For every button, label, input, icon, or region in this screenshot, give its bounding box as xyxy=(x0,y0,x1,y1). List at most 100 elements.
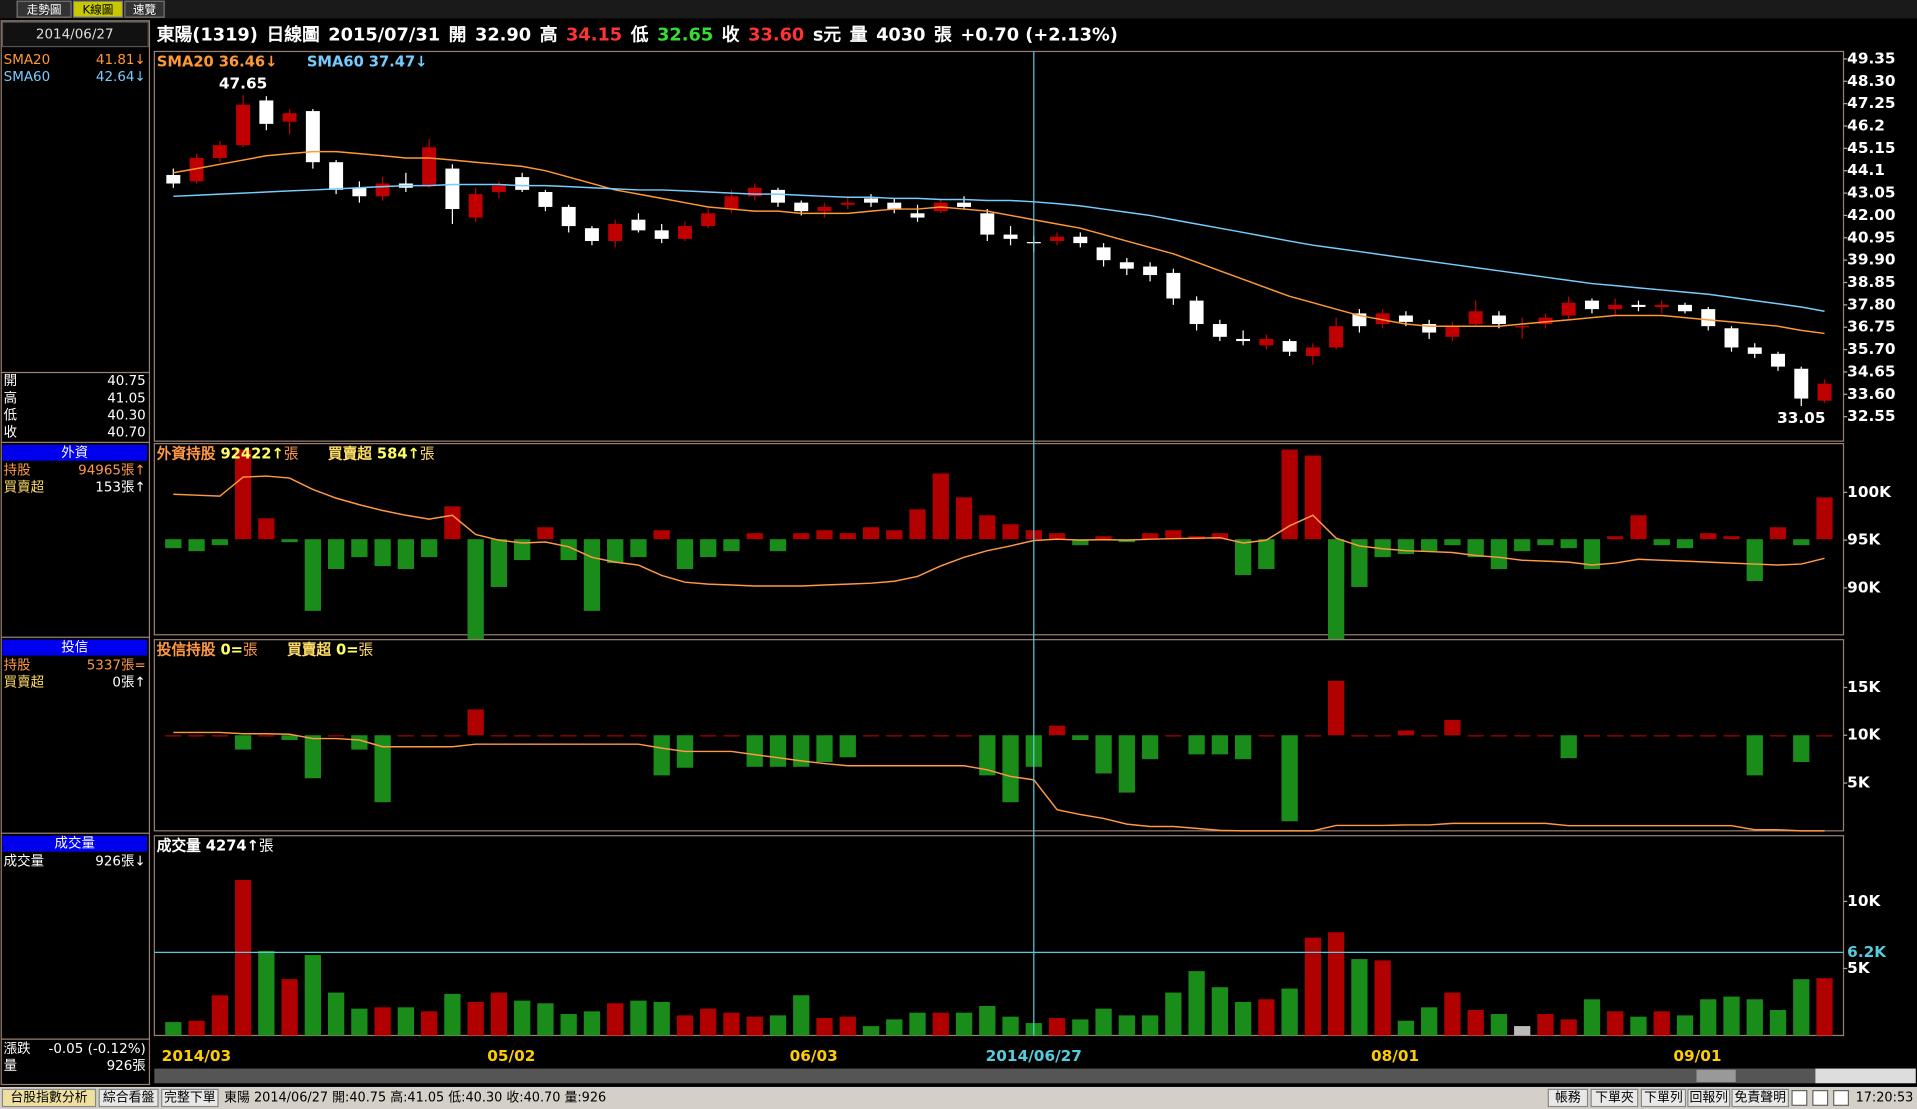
status-button[interactable] xyxy=(1687,1088,1731,1108)
candle-body xyxy=(1794,368,1809,399)
net-bar xyxy=(1141,735,1159,760)
header-segment: 收 xyxy=(722,24,740,46)
volume-bar xyxy=(1351,959,1368,1036)
status-button-label[interactable]: 下單列 xyxy=(1644,1090,1683,1105)
candle-body xyxy=(980,213,995,235)
volume-bar xyxy=(1560,1019,1577,1036)
tab-label[interactable]: 速覽 xyxy=(133,2,157,16)
volume-bar xyxy=(1537,1014,1554,1036)
status-button-label[interactable]: 綜合看盤 xyxy=(103,1089,155,1105)
net-bar xyxy=(1769,527,1787,540)
net-bar xyxy=(1328,680,1345,736)
net-bar xyxy=(1723,536,1740,540)
header-segment: 高 xyxy=(540,24,558,46)
status-button[interactable] xyxy=(1,1088,97,1108)
tab-active[interactable] xyxy=(72,0,124,18)
net-bar xyxy=(560,539,577,561)
checkbox[interactable] xyxy=(1791,1090,1808,1106)
net-bar xyxy=(281,735,298,741)
panel-legend: 投信持股 0=張 買賣超 0=張 xyxy=(157,641,374,659)
sma-line xyxy=(173,183,1825,312)
cursor-label: 2014/06/27 xyxy=(986,1047,1082,1065)
net-bar xyxy=(444,506,461,540)
candle-body xyxy=(910,213,925,218)
net-bar xyxy=(839,735,856,758)
candle-body xyxy=(771,189,785,203)
header-segment: 低 xyxy=(630,24,649,46)
scrollbar-thumb[interactable] xyxy=(1696,1069,1736,1083)
tab[interactable] xyxy=(16,0,72,18)
status-button[interactable] xyxy=(1590,1088,1639,1108)
checkbox[interactable] xyxy=(1833,1090,1850,1106)
tab-label[interactable]: 走勢圖 xyxy=(27,2,62,16)
net-bar xyxy=(1304,735,1322,737)
scrollbar[interactable] xyxy=(154,1068,1816,1084)
net-bar xyxy=(1444,539,1461,546)
status-button-label[interactable]: 下單夾 xyxy=(1595,1090,1634,1105)
net-bar xyxy=(1467,735,1484,737)
volume-bar xyxy=(1095,1008,1112,1036)
candle-body xyxy=(1143,266,1158,276)
section-title-bg xyxy=(2,835,147,852)
status-button[interactable] xyxy=(1640,1088,1687,1108)
legend-value: 36.46↓ xyxy=(219,53,278,70)
info-label: SMA60 xyxy=(4,69,51,85)
candle-body xyxy=(1329,326,1344,348)
status-button-label[interactable]: 台股指數分析 xyxy=(10,1090,87,1105)
header-segment: 32.65 xyxy=(657,26,713,46)
net-bar xyxy=(258,735,275,737)
status-button[interactable] xyxy=(1731,1088,1789,1108)
net-bar xyxy=(397,539,415,570)
net-bar xyxy=(165,539,182,549)
candle-body xyxy=(1701,309,1716,327)
net-bar xyxy=(1211,735,1228,755)
net-bar xyxy=(886,735,903,737)
y-tick-label: 10K xyxy=(1847,726,1881,744)
checkbox[interactable] xyxy=(1812,1090,1829,1106)
section-title: 成交量 xyxy=(55,835,95,852)
net-bar xyxy=(816,530,833,540)
x-tick-label: 08/01 xyxy=(1371,1047,1419,1065)
status-button-label[interactable]: 完整下單 xyxy=(164,1090,216,1105)
net-bar xyxy=(1165,530,1182,540)
holding-line xyxy=(173,475,1825,587)
status-button[interactable] xyxy=(161,1088,219,1108)
info-label: 持股 xyxy=(4,657,31,673)
legend-unit: 張 xyxy=(259,838,274,855)
status-button[interactable] xyxy=(98,1088,159,1108)
net-bar xyxy=(700,735,717,737)
volume-bar xyxy=(1421,1007,1438,1036)
net-bar xyxy=(1816,497,1833,540)
toolbar-icons[interactable] xyxy=(1815,1068,1916,1084)
net-bar xyxy=(304,735,321,779)
net-bar xyxy=(1002,735,1019,803)
panel-frame xyxy=(153,835,1845,1037)
y-tick-label: 37.80 xyxy=(1847,295,1895,313)
candle-body xyxy=(1538,317,1553,325)
volume-bar xyxy=(1746,999,1763,1036)
tab-label[interactable]: K線圖 xyxy=(83,2,114,16)
net-bar xyxy=(816,735,833,763)
status-button-label[interactable]: 免責聲明 xyxy=(1734,1089,1785,1105)
header-segment: 4030 xyxy=(876,26,925,46)
volume-bar xyxy=(165,1022,182,1036)
legend-name: 買賣超 xyxy=(287,641,331,659)
status-button-label[interactable]: 回報列 xyxy=(1689,1090,1728,1105)
info-value: 40.75 xyxy=(107,373,146,389)
net-bar xyxy=(1583,539,1601,570)
header-segment: s元 xyxy=(813,26,842,46)
volume-bar xyxy=(1630,1016,1647,1036)
volume-bar xyxy=(1653,1011,1670,1036)
tab[interactable] xyxy=(124,0,165,18)
net-bar xyxy=(514,539,531,561)
sma-line xyxy=(173,150,1825,335)
y-tick-label: 90K xyxy=(1847,578,1881,596)
reference-label: 6.2K xyxy=(1847,943,1887,961)
legend-name: SMA60 xyxy=(307,53,364,70)
net-bar xyxy=(1490,735,1508,737)
status-button[interactable] xyxy=(1547,1088,1589,1108)
candle-body xyxy=(1119,262,1134,269)
volume-bar xyxy=(304,955,321,1036)
candle-body xyxy=(1561,302,1576,316)
status-button-label[interactable]: 帳務 xyxy=(1555,1090,1581,1105)
